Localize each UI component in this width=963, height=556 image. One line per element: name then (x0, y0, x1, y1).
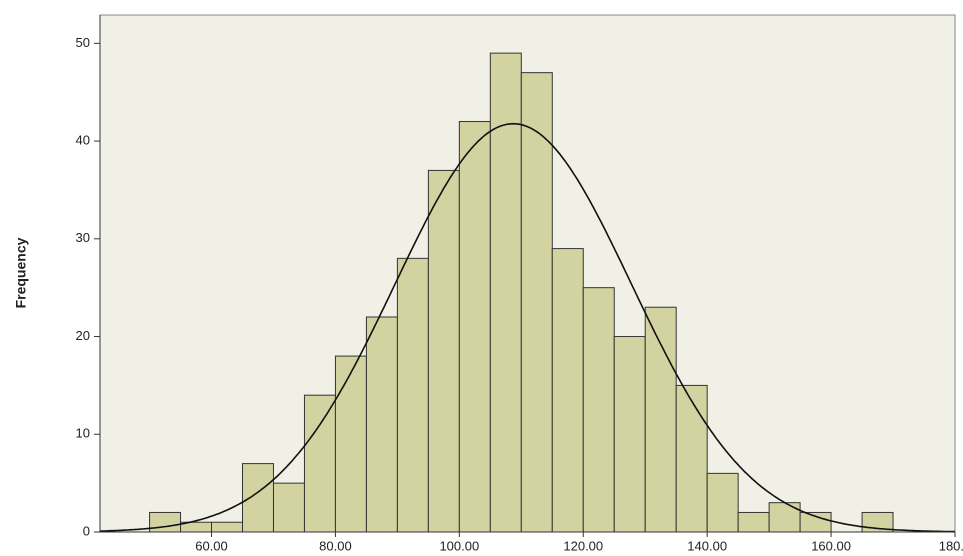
x-tick-label: 120.00 (563, 538, 603, 553)
x-tick-label: 140.00 (687, 538, 727, 553)
y-tick-label: 10 (76, 426, 90, 441)
x-tick-label: 80.00 (319, 538, 352, 553)
bar (334, 355, 367, 533)
bar (520, 72, 553, 533)
x-tick-label: 100.00 (439, 538, 479, 553)
bar (489, 52, 522, 533)
bar (737, 511, 770, 533)
bar (272, 482, 305, 533)
bar (427, 169, 460, 533)
bar (706, 472, 739, 533)
bar (242, 463, 274, 533)
bar (396, 257, 429, 533)
bar (551, 248, 584, 533)
y-axis-label: Frequency (13, 237, 29, 308)
y-tick-label: 0 (83, 523, 90, 538)
bar (303, 394, 336, 533)
bar (458, 121, 491, 533)
bar (149, 511, 182, 533)
y-tick-label: 50 (76, 35, 90, 50)
bar (582, 287, 615, 533)
x-tick-label: 180.0 (939, 538, 963, 553)
bar (768, 502, 801, 533)
normal-curve (99, 122, 955, 533)
bar (799, 511, 832, 533)
bar (613, 336, 646, 533)
bar (365, 316, 398, 533)
y-tick-label: 30 (76, 230, 90, 245)
bar (675, 384, 708, 533)
y-tick-label: 40 (76, 133, 90, 148)
bar (211, 521, 244, 533)
bar (644, 306, 677, 533)
x-tick-label: 60.00 (195, 538, 228, 553)
x-tick-label: 160.00 (811, 538, 851, 553)
y-tick-label: 20 (76, 328, 90, 343)
